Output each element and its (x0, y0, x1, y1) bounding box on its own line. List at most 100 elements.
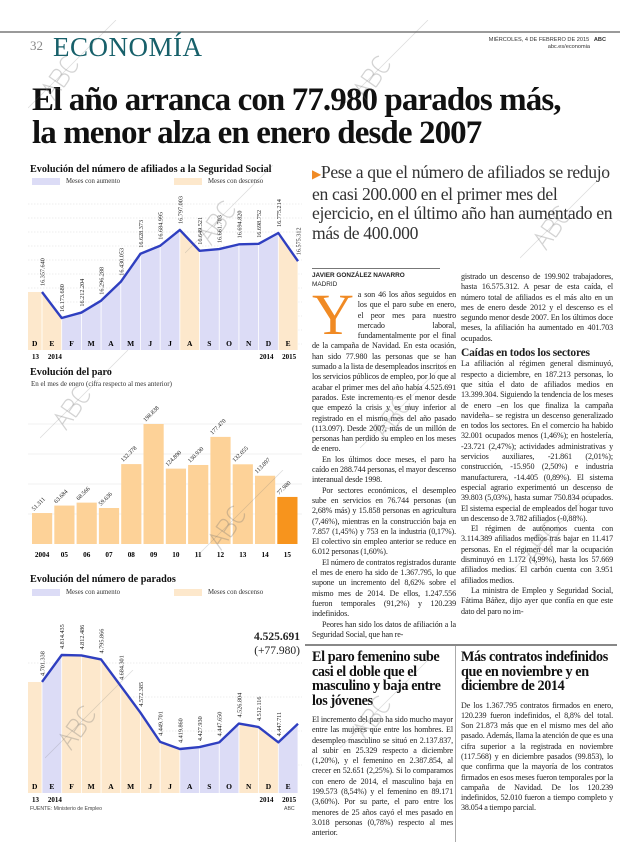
category-label: 12 (217, 551, 225, 559)
brand: ABC (593, 37, 606, 43)
decrease-band (28, 681, 42, 793)
decrease-band (140, 712, 161, 793)
paragraph: Por sectores económicos, el desempleo su… (312, 485, 456, 557)
decrease-band (101, 659, 121, 793)
month-label: D (32, 782, 38, 791)
decrease-band (28, 292, 42, 350)
month-label: E (286, 339, 291, 348)
increase-band (238, 243, 259, 350)
data-label: 4.814.435 (59, 624, 66, 649)
decrease-band (160, 741, 180, 793)
chart-source: FUENTE: Ministerio de Empleo (30, 806, 103, 812)
month-label: J (148, 339, 152, 348)
chart2-title: Evolución del paro (30, 367, 112, 378)
bar (98, 508, 120, 544)
increase-band (199, 249, 220, 350)
paragraph: La afiliación al régimen general disminu… (461, 359, 613, 523)
increase-band (179, 747, 200, 793)
decrease-band (278, 233, 298, 350)
data-label: 16.661.703 (217, 215, 224, 243)
data-label: 4.447.711 (276, 712, 283, 737)
box-title: El paro femenino sube casi el doble que … (312, 649, 441, 709)
increase-band (61, 312, 82, 350)
data-label: 63.684 (53, 489, 69, 505)
increase-band (258, 233, 279, 350)
decrease-band (179, 229, 200, 350)
pullquote: ▶Pese a que el número de afiliados se re… (312, 162, 613, 243)
legend-increase: Meses con aumento (32, 589, 120, 596)
chart3-legend: Meses con aumento Meses con descenso (32, 589, 263, 596)
data-label: 16.575.312 (296, 227, 303, 255)
data-label: 16.173.680 (59, 284, 66, 312)
bar (255, 475, 276, 544)
month-label: A (187, 339, 193, 348)
bar (165, 468, 186, 544)
data-label: 4.512.116 (256, 696, 263, 721)
annotation-change: (+77.980) (254, 645, 300, 657)
decrease-band (42, 292, 62, 350)
drop-cap: Y (312, 282, 354, 347)
month-label: E (49, 782, 54, 791)
bar (143, 424, 164, 544)
bar (232, 464, 253, 544)
subheading: Caídas en todos los sectores (461, 347, 590, 360)
data-label: 16.694.820 (236, 211, 243, 239)
data-label: 4.526.804 (236, 693, 243, 718)
increase-band (199, 742, 220, 793)
year-label: 2014 (259, 353, 274, 360)
paragraph: En los últimos doce meses, el paro ha ca… (312, 454, 456, 485)
data-label: 16.430.053 (118, 248, 125, 276)
month-label: D (266, 782, 272, 791)
year-label: 2014 (48, 796, 63, 804)
box-divider (305, 644, 617, 646)
decrease-band (120, 686, 141, 793)
month-label: D (266, 339, 272, 348)
chart3-title: Evolución del número de parados (30, 574, 176, 585)
paro-bar-chart: 51.311 2004 63.684 05 68.566 06 59.636 07 132.37… (28, 405, 302, 559)
data-label: 16.296.288 (99, 267, 106, 295)
parados-line-chart: 4.701.338 4.814.435 4.812.486 4.795.866 4.68… (28, 624, 302, 804)
author: JAVIER GONZÁLEZ NAVARRO (312, 272, 405, 279)
section-url[interactable]: abc.es/economia (547, 44, 590, 50)
month-label: D (32, 339, 38, 348)
paragraph: La ministra de Empleo y Seguridad Social… (461, 585, 613, 616)
bar (76, 502, 97, 544)
headline-line-1: El año arranca con 77.980 parados más, (32, 82, 562, 118)
month-label: O (226, 782, 232, 791)
month-label: J (168, 339, 172, 348)
chart1-title: Evolución del número de afiliados a la S… (30, 164, 272, 175)
bar (54, 505, 75, 544)
location: MADRID (312, 280, 338, 288)
category-label: 07 (105, 551, 113, 559)
data-label: 59.636 (98, 492, 114, 508)
sidebar-box-paro-femenino: El paro femenino sube casi el doble que … (312, 650, 453, 839)
month-label: A (108, 339, 114, 348)
data-label: 4.419.860 (177, 718, 184, 743)
year-label: 2015 (282, 353, 297, 360)
month-label: A (108, 782, 114, 791)
section-title: ECONOMÍA (53, 32, 203, 62)
year-label: 2014 (48, 353, 63, 360)
data-label: 132.055 (232, 446, 250, 464)
month-label: S (207, 782, 211, 791)
increase-band (42, 655, 62, 793)
data-label: 4.684.301 (118, 655, 125, 680)
triangle-bullet-icon: ▶ (312, 167, 321, 181)
month-label: S (207, 339, 211, 348)
legend-decrease: Meses con descenso (173, 178, 263, 185)
top-rule (0, 31, 620, 33)
category-label: 14 (262, 551, 270, 559)
data-line (41, 653, 299, 751)
page-number: 32 (30, 38, 43, 53)
year-label: 2014 (259, 796, 274, 804)
chart1-legend: Meses con aumento Meses con descenso (32, 178, 263, 185)
chart-credit: ABC (284, 806, 295, 812)
data-line (41, 228, 299, 320)
data-label: 177.470 (210, 418, 228, 436)
column-divider (455, 646, 456, 842)
data-label: 124.890 (165, 450, 183, 468)
decrease-band (81, 655, 102, 793)
bar (277, 496, 298, 544)
article-column-2: gistrado un descenso de 199.902 trabajad… (461, 272, 613, 617)
data-label: 51.311 (31, 497, 47, 513)
